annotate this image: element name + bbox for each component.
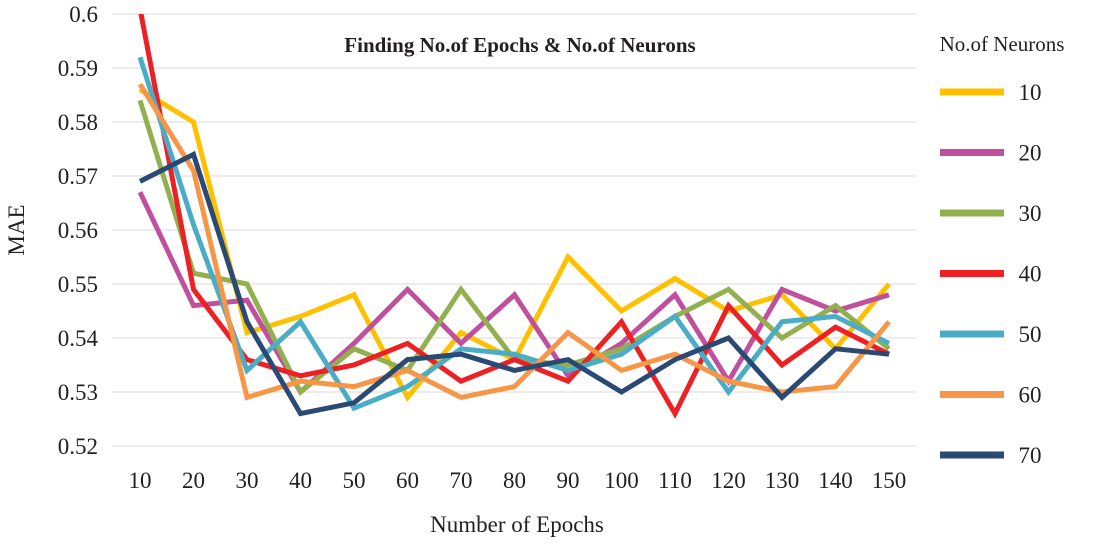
chart-title: Finding No.of Epochs & No.of Neurons: [344, 33, 695, 57]
x-tick-label: 100: [604, 468, 639, 493]
y-axis-title: MAE: [4, 204, 29, 255]
y-axis-ticks: 0.52 0.53 0.54 0.55 0.56 0.57 0.58 0.59 0.6: [58, 2, 99, 459]
legend-label-10: 10: [1019, 80, 1042, 105]
y-tick-label: 0.54: [58, 326, 99, 351]
legend-label-60: 60: [1019, 383, 1042, 408]
series-line-30: [137, 99, 891, 396]
x-axis-ticks: 10 20 30 40 50 60 70 80 90 100 110 120 130 140 150: [129, 468, 907, 493]
x-tick-label: 40: [289, 468, 312, 493]
x-axis-title: Number of Epochs: [430, 512, 604, 537]
y-tick-label: 0.57: [58, 164, 98, 189]
legend-label-20: 20: [1019, 141, 1042, 166]
x-tick-label: 30: [236, 468, 259, 493]
x-tick-label: 80: [503, 468, 526, 493]
x-tick-label: 150: [872, 468, 907, 493]
legend-title: No.of Neurons: [940, 32, 1065, 56]
legend-label-40: 40: [1019, 262, 1042, 287]
legend-label-30: 30: [1019, 201, 1042, 226]
series-line-70: [138, 150, 890, 417]
x-tick-label: 70: [450, 468, 473, 493]
x-tick-label: 90: [557, 468, 580, 493]
y-tick-label: 0.59: [58, 56, 98, 81]
x-tick-label: 120: [711, 468, 746, 493]
x-tick-label: 60: [396, 468, 419, 493]
series-lines: [137, 14, 891, 419]
y-tick-label: 0.58: [58, 110, 98, 135]
y-tick-label: 0.53: [58, 380, 98, 405]
y-tick-label: 0.55: [58, 272, 98, 297]
y-tick-label: 0.52: [58, 434, 98, 459]
y-tick-label: 0.6: [69, 2, 98, 27]
gridlines: [112, 13, 916, 447]
x-tick-label: 10: [129, 468, 152, 493]
legend-label-70: 70: [1019, 443, 1042, 468]
series-line-10: [138, 87, 891, 402]
x-tick-label: 130: [765, 468, 800, 493]
legend: No.of Neurons 10 20 30 40 50 60 70: [940, 32, 1065, 468]
legend-label-50: 50: [1019, 322, 1042, 347]
y-tick-label: 0.56: [58, 218, 98, 243]
x-tick-label: 140: [818, 468, 853, 493]
x-tick-label: 110: [658, 468, 692, 493]
x-tick-label: 50: [343, 468, 366, 493]
x-tick-label: 20: [182, 468, 205, 493]
series-line-60: [137, 82, 891, 401]
